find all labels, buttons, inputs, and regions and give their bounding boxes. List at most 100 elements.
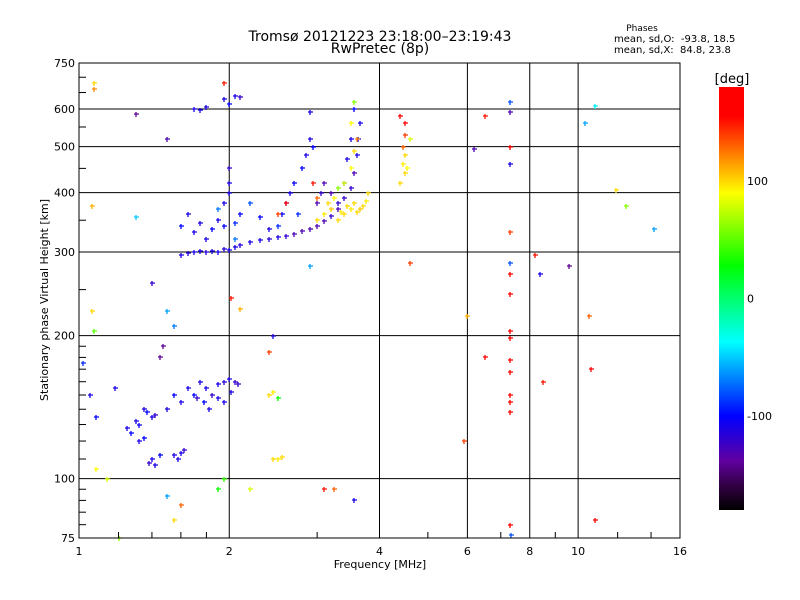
data-point (179, 224, 184, 229)
data-point (315, 196, 320, 201)
data-point (92, 87, 97, 92)
data-point (198, 108, 203, 113)
data-point (292, 181, 297, 186)
data-point (311, 181, 316, 186)
data-point (134, 419, 139, 424)
data-point (134, 215, 139, 220)
data-point (308, 110, 313, 115)
colorbar-tick-label: 0 (747, 293, 754, 306)
data-point (236, 382, 241, 387)
data-point (227, 166, 232, 171)
data-point (186, 251, 191, 256)
data-point (508, 410, 513, 415)
data-point (403, 121, 408, 126)
data-point (172, 453, 177, 458)
data-point (315, 218, 320, 223)
x-axis: 1 2 4 6 8 10 16 (76, 532, 687, 558)
data-point (88, 393, 93, 398)
data-point (352, 171, 357, 176)
data-point (204, 237, 209, 242)
data-point (227, 248, 232, 253)
y-tick-label: 300 (54, 246, 75, 259)
data-point (227, 377, 232, 382)
data-point (508, 393, 513, 398)
data-point (153, 413, 158, 418)
data-point (267, 393, 272, 398)
data-point (204, 105, 209, 110)
y-tick-label: 600 (54, 103, 75, 116)
data-point (267, 237, 272, 242)
data-point (233, 245, 238, 250)
data-point (472, 147, 477, 152)
data-point (296, 212, 301, 217)
data-point (233, 237, 238, 242)
data-point (315, 224, 320, 229)
data-point (345, 204, 350, 209)
data-point (508, 358, 513, 363)
data-point (192, 230, 197, 235)
data-point (192, 393, 197, 398)
data-point (210, 249, 215, 254)
data-point (222, 81, 227, 86)
data-point (508, 523, 513, 528)
data-point (352, 100, 357, 105)
data-point (329, 207, 334, 212)
data-point (222, 201, 227, 206)
data-point (315, 201, 320, 206)
data-point (355, 137, 360, 142)
data-point (258, 238, 263, 243)
data-point (216, 396, 221, 401)
x-tick-label: 1 (76, 545, 83, 558)
data-point (222, 400, 227, 405)
legend-line-o: mean, sd,O: -93.8, 18.5 (614, 34, 735, 45)
data-point (336, 207, 341, 212)
colorbar-tick-label: 100 (747, 175, 768, 188)
colorbar-tick-label: -100 (747, 410, 772, 423)
y-tick-label: 75 (61, 532, 75, 545)
data-point (332, 196, 337, 201)
data-point (158, 453, 163, 458)
colorbar-gradient (719, 87, 744, 510)
data-points (81, 81, 657, 541)
data-point (198, 380, 203, 385)
data-point (150, 457, 155, 462)
x-tick-label: 2 (226, 545, 233, 558)
data-point (233, 380, 238, 385)
data-point (401, 162, 406, 167)
data-point (358, 121, 363, 126)
x-tick-label: 4 (376, 545, 383, 558)
data-point (142, 436, 147, 441)
data-point (508, 230, 513, 235)
data-point (192, 107, 197, 112)
data-point (322, 219, 327, 224)
data-point (280, 455, 285, 460)
data-point (508, 336, 513, 341)
data-point (361, 204, 366, 209)
data-point (276, 224, 281, 229)
data-point (258, 215, 263, 220)
data-point (508, 400, 513, 405)
data-point (198, 221, 203, 226)
y-tick-label: 750 (54, 57, 75, 70)
y-tick-label: 500 (54, 141, 75, 154)
data-point (366, 191, 371, 196)
data-point (329, 191, 334, 196)
data-point (271, 390, 276, 395)
data-point (288, 191, 293, 196)
data-point (137, 423, 142, 428)
data-point (248, 201, 253, 206)
x-tick-label: 8 (526, 545, 533, 558)
x-tick-label: 16 (673, 545, 687, 558)
data-point (182, 448, 187, 453)
data-point (304, 153, 309, 158)
colorbar: [deg] 100 0 -100 (715, 72, 772, 510)
data-point (652, 227, 657, 232)
data-point (161, 344, 166, 349)
y-axis-label: Stationary phase Virtual Height [km] (38, 199, 51, 401)
data-point (172, 393, 177, 398)
data-point (401, 145, 406, 150)
data-point (349, 137, 354, 142)
x-tick-label: 10 (571, 545, 585, 558)
